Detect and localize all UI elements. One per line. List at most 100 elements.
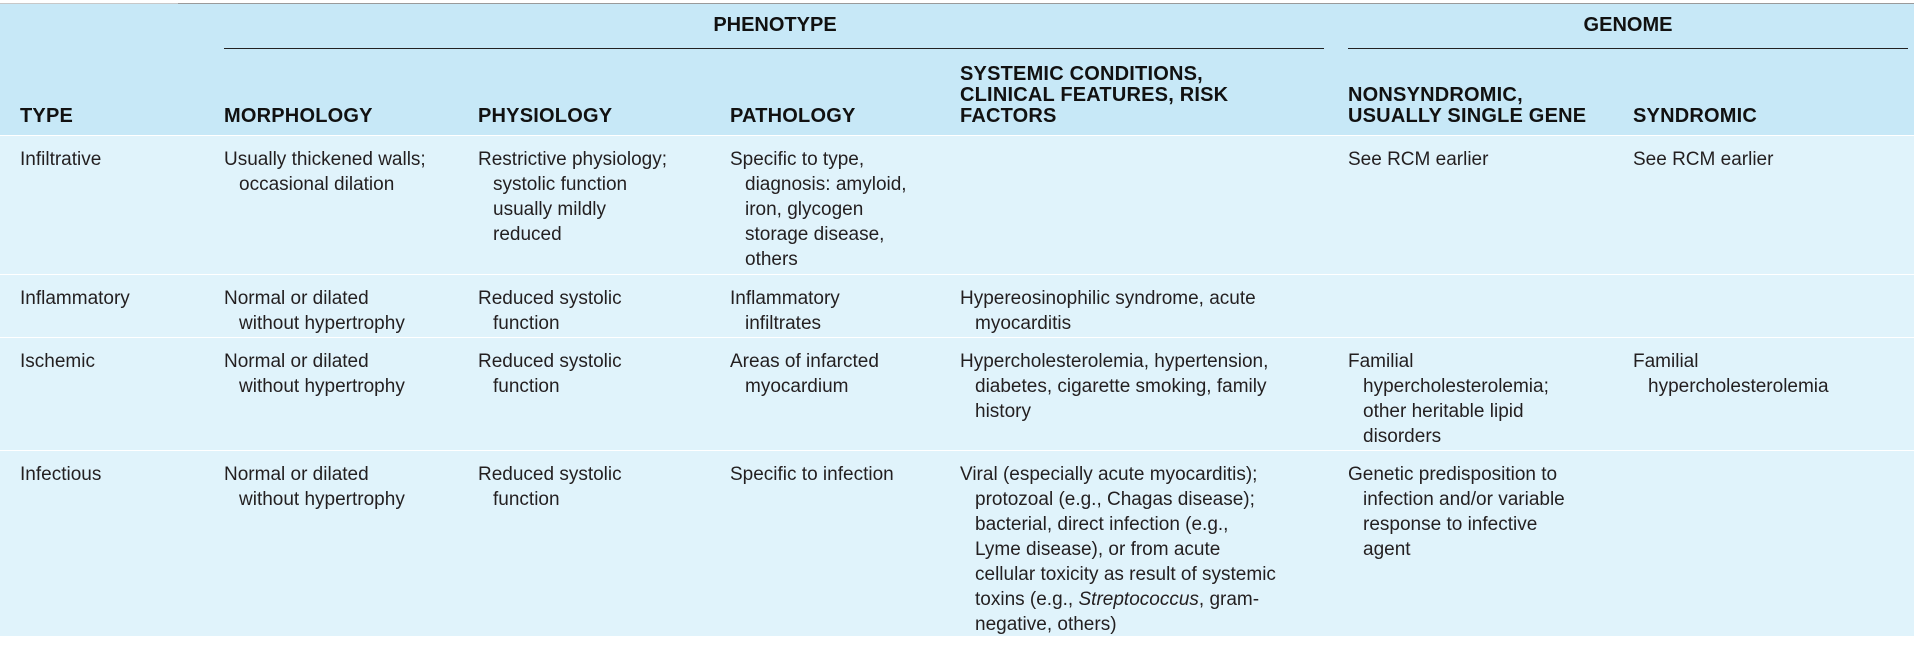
cell-syndromic: Familial hypercholesterolemia — [1633, 349, 1829, 399]
cell-nonsyndromic: Familial hypercholesterolemia; other her… — [1348, 349, 1549, 449]
cell-line: myocarditis — [975, 313, 1072, 334]
cell-line: usually mildly — [493, 199, 606, 220]
cell-line: Hypereosinophilic syndrome, acute — [960, 288, 1256, 309]
table-row: Inflammatory Normal or dilated without h… — [0, 274, 1914, 337]
cell-morphology: Normal or dilated without hypertrophy — [224, 349, 405, 399]
cell-physiology: Restrictive physiology; systolic functio… — [478, 147, 667, 247]
cell-morphology: Normal or dilated without hypertrophy — [224, 462, 405, 512]
cell-line: response to infective — [1363, 514, 1538, 535]
cell-line: Reduced systolic — [478, 464, 622, 485]
cell-line: Normal or dilated — [224, 351, 369, 372]
cell-line: Genetic predisposition to — [1348, 464, 1558, 485]
cell-line: storage disease, — [745, 224, 885, 245]
cell-line: Familial — [1348, 351, 1414, 372]
table-row: Ischemic Normal or dilated without hyper… — [0, 337, 1914, 450]
cell-line: diagnosis: amyloid, — [745, 174, 907, 195]
cell-line: infection and/or variable — [1363, 489, 1565, 510]
cell-line: systolic function — [493, 174, 628, 195]
cell-line: occasional dilation — [239, 174, 395, 195]
cell-systemic: Hypereosinophilic syndrome, acute myocar… — [960, 286, 1256, 336]
table-row: Infectious Normal or dilated without hyp… — [0, 450, 1914, 636]
cell-line: Lyme disease), or from acute — [975, 539, 1221, 560]
cell-line: Reduced systolic — [478, 351, 622, 372]
column-header-physiology: PHYSIOLOGY — [478, 105, 613, 127]
cell-line: Normal or dilated — [224, 288, 369, 309]
cell-type: Inflammatory — [20, 286, 130, 311]
cell-text-run: , gram- — [1198, 589, 1260, 610]
cell-line: Restrictive physiology; — [478, 149, 668, 170]
cell-line: without hypertrophy — [239, 376, 405, 397]
cell-nonsyndromic: See RCM earlier — [1348, 147, 1488, 172]
cell-line: Inflammatory — [730, 288, 840, 309]
cell-text-run: toxins (e.g., — [975, 589, 1079, 610]
column-header-pathology: PATHOLOGY — [730, 105, 856, 127]
cell-line: cellular toxicity as result of systemic — [975, 564, 1276, 585]
cell-line: history — [975, 401, 1031, 422]
cell-line: Normal or dilated — [224, 464, 369, 485]
cell-line: function — [493, 376, 560, 397]
cell-line: Infiltrative — [20, 149, 102, 170]
column-header-nonsyndromic-line: NONSYNDROMIC, — [1348, 84, 1523, 106]
cell-line: Specific to infection — [730, 464, 894, 485]
cell-pathology: Inflammatory infiltrates — [730, 286, 840, 336]
cell-line: Usually thickened walls; — [224, 149, 426, 170]
table-row: Infiltrative Usually thickened walls; oc… — [0, 135, 1914, 274]
column-header-type: TYPE — [20, 105, 74, 127]
column-header-systemic-line: SYSTEMIC CONDITIONS, — [960, 63, 1203, 85]
cell-pathology: Specific to infection — [730, 462, 894, 487]
group-label-genome: GENOME — [1583, 14, 1673, 36]
top-rule — [178, 3, 1914, 4]
top-tab-edge — [0, 0, 210, 4]
cell-physiology: Reduced systolic function — [478, 286, 622, 336]
cell-line: Specific to type, — [730, 149, 865, 170]
cell-nonsyndromic: Genetic predisposition to infection and/… — [1348, 462, 1565, 562]
cell-systemic: Viral (especially acute myocarditis); pr… — [960, 462, 1276, 637]
cell-line: See RCM earlier — [1633, 149, 1774, 170]
column-header-nonsyndromic: NONSYNDROMIC, USUALLY SINGLE GENE — [1348, 85, 1586, 127]
cell-line: Reduced systolic — [478, 288, 622, 309]
cell-morphology: Normal or dilated without hypertrophy — [224, 286, 405, 336]
cell-line: See RCM earlier — [1348, 149, 1489, 170]
cell-line: disorders — [1363, 426, 1442, 447]
cell-line: hypercholesterolemia; — [1363, 376, 1549, 397]
cell-line: function — [493, 489, 560, 510]
column-header-morphology: MORPHOLOGY — [224, 105, 373, 127]
group-rule-genome — [1348, 48, 1908, 49]
cell-line: iron, glycogen — [745, 199, 864, 220]
cell-line: reduced — [493, 224, 562, 245]
column-header-systemic: SYSTEMIC CONDITIONS, CLINICAL FEATURES, … — [960, 64, 1228, 127]
cell-line: without hypertrophy — [239, 489, 405, 510]
cell-text-run-italic: Streptococcus — [1078, 589, 1199, 610]
cell-line: Inflammatory — [20, 288, 130, 309]
table-header: PHENOTYPE GENOME TYPE MORPHOLOGY PHYSIOL… — [0, 4, 1914, 135]
group-rule-phenotype — [224, 48, 1324, 49]
cell-physiology: Reduced systolic function — [478, 349, 622, 399]
cell-line: Infectious — [20, 464, 102, 485]
column-header-systemic-line: FACTORS — [960, 105, 1057, 127]
top-strip — [0, 0, 1914, 4]
cell-line: agent — [1363, 539, 1411, 560]
cell-line: without hypertrophy — [239, 313, 405, 334]
column-header-systemic-line: CLINICAL FEATURES, RISK — [960, 84, 1229, 106]
cell-line: toxins (e.g., Streptococcus, gram- — [960, 587, 1276, 612]
cell-line: protozoal (e.g., Chagas disease); — [975, 489, 1255, 510]
cell-line: others — [745, 249, 798, 270]
cell-line: negative, others) — [975, 614, 1117, 635]
cell-physiology: Reduced systolic function — [478, 462, 622, 512]
cell-line: other heritable lipid — [1363, 401, 1524, 422]
cell-line: Familial — [1633, 351, 1699, 372]
cell-line: myocardium — [745, 376, 849, 397]
cell-line: Areas of infarcted — [730, 351, 879, 372]
cell-line: Viral (especially acute myocarditis); — [960, 464, 1258, 485]
cell-line: function — [493, 313, 560, 334]
cell-syndromic: See RCM earlier — [1633, 147, 1773, 172]
cell-line: bacterial, direct infection (e.g., — [975, 514, 1229, 535]
cell-type: Infectious — [20, 462, 101, 487]
group-label-phenotype: PHENOTYPE — [713, 14, 837, 36]
column-header-syndromic: SYNDROMIC — [1633, 105, 1758, 127]
cell-pathology: Specific to type, diagnosis: amyloid, ir… — [730, 147, 907, 272]
cell-type: Infiltrative — [20, 147, 101, 172]
cell-line: hypercholesterolemia — [1648, 376, 1829, 397]
cell-morphology: Usually thickened walls; occasional dila… — [224, 147, 426, 197]
cell-line: Hypercholesterolemia, hypertension, — [960, 351, 1269, 372]
